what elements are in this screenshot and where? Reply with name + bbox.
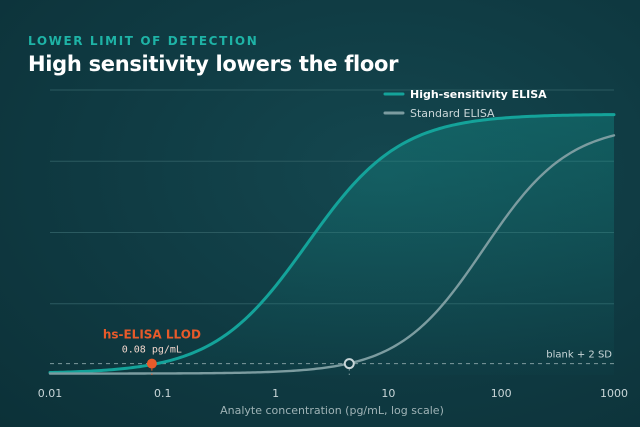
x-tick-label: 1000	[600, 387, 628, 400]
series-area-hs	[50, 114, 614, 375]
x-tick-label: 1	[272, 387, 279, 400]
legend-standard-elisa: Standard ELISA	[410, 107, 495, 120]
chart-eyebrow: LOWER LIMIT OF DETECTION	[28, 34, 259, 48]
series-line-hs-elisa	[48, 113, 616, 375]
chart-title: High sensitivity lowers the floor	[28, 52, 399, 76]
x-axis-title: Analyte concentration (pg/mL, log scale)	[220, 404, 444, 417]
reference-line-label: blank + 2 SD	[546, 350, 612, 361]
x-tick-label: 100	[491, 387, 512, 400]
standard-lod-marker	[343, 358, 355, 370]
series-line-standard-elisa	[48, 134, 616, 375]
x-tick-label: 0.1	[154, 387, 172, 400]
x-tick-label: 10	[381, 387, 395, 400]
legend-hs-elisa: High-sensitivity ELISA	[410, 88, 547, 101]
llod-value: 0.08 pg/mL	[122, 345, 182, 356]
x-tick-label: 0.01	[38, 387, 63, 400]
llod-marker	[146, 358, 157, 369]
llod-label: hs-ELISA LLOD	[103, 328, 201, 342]
